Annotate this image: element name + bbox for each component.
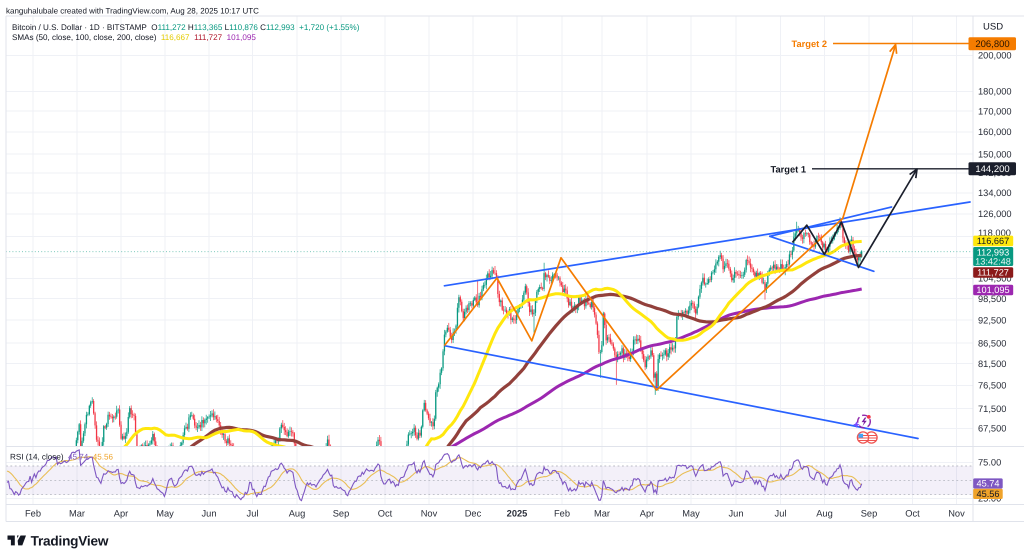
svg-text:86,500: 86,500	[978, 338, 1006, 348]
svg-text:101,095: 101,095	[976, 285, 1009, 295]
svg-text:kanguhalubale created with Tra: kanguhalubale created with TradingView.c…	[6, 6, 259, 15]
svg-text:206,800: 206,800	[975, 39, 1009, 50]
svg-text:USD: USD	[983, 22, 1003, 33]
svg-text:TradingView: TradingView	[31, 534, 109, 549]
svg-text:Target 2: Target 2	[792, 39, 827, 49]
svg-text:Oct: Oct	[905, 509, 920, 519]
svg-text:SMAs (50, close, 100, close, 2: SMAs (50, close, 100, close, 200, close)…	[12, 33, 256, 42]
svg-text:112,993: 112,993	[977, 247, 1010, 257]
svg-text:Dec: Dec	[465, 509, 482, 519]
svg-text:Sep: Sep	[333, 509, 350, 519]
svg-text:118,000: 118,000	[978, 228, 1011, 238]
svg-text:Jun: Jun	[729, 509, 744, 519]
svg-text:Sep: Sep	[861, 509, 878, 519]
svg-text:45.56: 45.56	[977, 489, 1000, 499]
svg-text:144,200: 144,200	[975, 164, 1009, 175]
svg-text:Aug: Aug	[289, 509, 306, 519]
svg-text:Jul: Jul	[775, 509, 787, 519]
svg-text:Feb: Feb	[25, 509, 41, 519]
svg-text:200,000: 200,000	[978, 51, 1012, 61]
svg-text:Target 1: Target 1	[771, 164, 806, 174]
svg-text:Mar: Mar	[69, 509, 85, 519]
svg-text:180,000: 180,000	[978, 87, 1012, 97]
svg-text:76,500: 76,500	[978, 381, 1006, 391]
svg-text:Apr: Apr	[640, 509, 654, 519]
svg-text:92,500: 92,500	[978, 315, 1006, 325]
svg-text:81,500: 81,500	[978, 359, 1006, 369]
svg-text:Mar: Mar	[594, 509, 610, 519]
svg-text:134,000: 134,000	[978, 188, 1012, 198]
svg-text:67,500: 67,500	[978, 424, 1006, 434]
svg-text:45.74: 45.74	[977, 479, 1000, 489]
svg-text:170,000: 170,000	[978, 106, 1012, 116]
svg-text:13:42:48: 13:42:48	[975, 256, 1011, 266]
svg-text:Nov: Nov	[948, 509, 965, 519]
svg-text:104,500: 104,500	[978, 274, 1012, 284]
svg-text:Aug: Aug	[816, 509, 833, 519]
svg-text:Jul: Jul	[247, 509, 259, 519]
svg-text:Jun: Jun	[202, 509, 217, 519]
svg-text:126,000: 126,000	[978, 209, 1012, 219]
svg-text:2025: 2025	[507, 509, 528, 519]
svg-text:75.00: 75.00	[978, 458, 1001, 468]
svg-text:RSI (14, close) 45.74 45.56: RSI (14, close) 45.74 45.56	[10, 452, 114, 461]
svg-text:71,500: 71,500	[978, 404, 1006, 414]
svg-text:98,500: 98,500	[978, 294, 1006, 304]
svg-text:May: May	[156, 509, 174, 519]
svg-text:Bitcoin / U.S. Dollar · 1D · B: Bitcoin / U.S. Dollar · 1D · BITSTAMP O1…	[12, 23, 360, 32]
svg-text:116,667: 116,667	[977, 236, 1010, 246]
svg-text:May: May	[682, 509, 700, 519]
svg-text:Apr: Apr	[114, 509, 128, 519]
svg-text:160,000: 160,000	[978, 127, 1012, 137]
svg-text:Nov: Nov	[421, 509, 438, 519]
svg-text:111,727: 111,727	[977, 268, 1009, 278]
svg-text:Oct: Oct	[378, 509, 393, 519]
svg-text:150,000: 150,000	[978, 149, 1012, 159]
svg-text:Feb: Feb	[554, 509, 570, 519]
